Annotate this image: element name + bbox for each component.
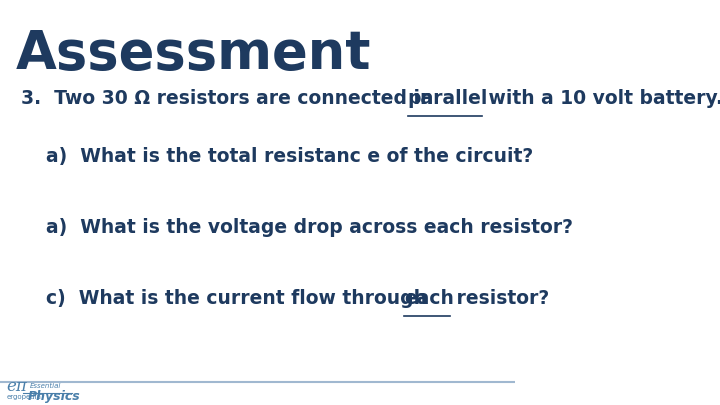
Text: eπ: eπ	[6, 378, 27, 395]
Text: Assessment: Assessment	[15, 28, 371, 80]
Text: Essential: Essential	[30, 383, 61, 389]
Text: with a 10 volt battery.: with a 10 volt battery.	[482, 89, 720, 108]
Text: ergopedia: ergopedia	[6, 394, 42, 400]
Text: c)  What is the current flow through: c) What is the current flow through	[46, 289, 434, 308]
Text: a)  What is the total resistanc e of the circuit?: a) What is the total resistanc e of the …	[46, 147, 534, 166]
Text: parallel: parallel	[408, 89, 488, 108]
Text: a)  What is the voltage drop across each resistor?: a) What is the voltage drop across each …	[46, 218, 573, 237]
Text: resistor?: resistor?	[451, 289, 549, 308]
Text: 3.  Two 30 Ω resistors are connected in: 3. Two 30 Ω resistors are connected in	[21, 89, 439, 108]
Text: each: each	[405, 289, 454, 308]
Text: Physics: Physics	[27, 390, 80, 403]
